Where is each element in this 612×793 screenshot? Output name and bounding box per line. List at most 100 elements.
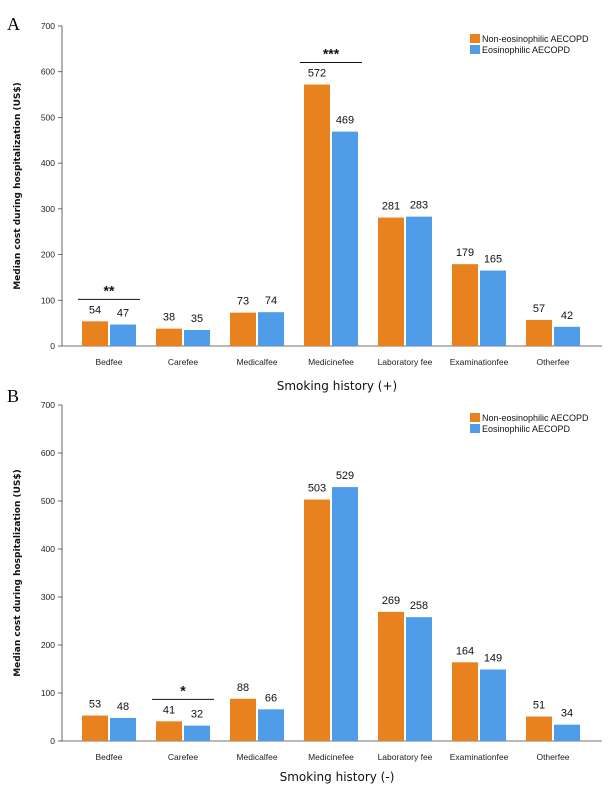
panel-b-category-label: Otherfee (536, 752, 569, 762)
panel-a-bar-eosinophilic (110, 324, 136, 346)
panel-a-bar-non_eosinophilic (452, 264, 478, 346)
panel-b-bar-eosinophilic (332, 487, 358, 741)
panel-a-bar-value-label: 74 (265, 295, 277, 307)
panel-a-bar-value-label: 57 (533, 303, 545, 315)
panel-b-y-tick-label: 300 (41, 592, 55, 602)
panel-a-bar-eosinophilic (184, 330, 210, 346)
panel-a-bar-value-label: 281 (382, 201, 400, 213)
panel-a-significance-label: *** (323, 46, 340, 62)
panel-b-legend-swatch-non_eosinophilic (470, 413, 480, 422)
panel-b-bar-value-label: 88 (237, 682, 249, 694)
panel-a-bar-value-label: 73 (237, 296, 249, 308)
panel-b-y-tick-label: 0 (50, 736, 55, 746)
panel-a-bar-value-label: 179 (456, 247, 474, 259)
panel-a-bar-value-label: 47 (117, 308, 129, 320)
panel-a-category-label: Examinationfee (450, 357, 509, 367)
panel-b-bar-non_eosinophilic (304, 499, 330, 741)
panel-a-y-tick-label: 500 (41, 112, 55, 122)
panel-a-bar-value-label: 38 (163, 312, 175, 324)
panel-a-category-label: Medicinefee (308, 357, 354, 367)
panel-b-category-label: Bedfee (96, 752, 123, 762)
panel-b-bar-non_eosinophilic (526, 716, 552, 741)
panel-b-y-tick-label: 600 (41, 448, 55, 458)
panel-a-y-tick-label: 300 (41, 204, 55, 214)
panel-a-category-label: Medicalfee (236, 357, 277, 367)
panel-b-y-tick-label: 400 (41, 544, 55, 554)
panel-a-bar-value-label: 283 (410, 200, 428, 212)
panel-a-bar-non_eosinophilic (230, 312, 256, 346)
panel-b-category-label: Medicinefee (308, 752, 354, 762)
panel-b-bar-non_eosinophilic (230, 698, 256, 741)
panel-b-bar-value-label: 34 (561, 708, 573, 720)
panel-a-letter: A (7, 14, 20, 34)
panel-a-legend-label: Non-eosinophilic AECOPD (482, 34, 589, 44)
panel-b-bar-value-label: 149 (484, 652, 502, 664)
panel-a-bar-value-label: 35 (191, 313, 203, 325)
panel-a-y-tick-label: 700 (41, 21, 55, 31)
panel-a-bar-non_eosinophilic (304, 84, 330, 346)
panel-b-bar-non_eosinophilic (82, 715, 108, 741)
panel-b-bar-non_eosinophilic (378, 611, 404, 741)
panel-b-y-tick-label: 500 (41, 496, 55, 506)
panel-b-legend-swatch-eosinophilic (470, 424, 480, 433)
panel-a-x-axis-title: Smoking history (+) (277, 379, 397, 393)
panel-b-bar-value-label: 41 (163, 704, 175, 716)
panel-b-bar-eosinophilic (258, 709, 284, 741)
panel-b-bar-non_eosinophilic (452, 662, 478, 741)
panel-b-bar-value-label: 164 (456, 645, 474, 657)
panel-b-y-axis-title: Median cost during hospitalization (US$) (13, 469, 23, 677)
panel-a-bar-non_eosinophilic (82, 321, 108, 346)
panel-a-legend-swatch-eosinophilic (470, 45, 480, 54)
panel-b-bar-value-label: 529 (336, 470, 354, 482)
panel-b-legend-label: Eosinophilic AECOPD (482, 424, 571, 434)
panel-a-bar-value-label: 165 (484, 254, 502, 266)
panel-a-bar-value-label: 42 (561, 310, 573, 322)
panel-a-category-label: Laboratory fee (378, 357, 433, 367)
panel-b-bar-eosinophilic (554, 724, 580, 741)
panel-a-category-label: Carefee (168, 357, 199, 367)
panel-b-y-tick-label: 700 (41, 400, 55, 410)
panel-b-significance-label: * (180, 682, 186, 698)
panel-b-bar-value-label: 258 (410, 600, 428, 612)
panel-a-y-tick-label: 400 (41, 158, 55, 168)
panel-a-y-tick-label: 0 (50, 341, 55, 351)
panel-a-y-axis-title: Median cost during hospitalization (US$) (13, 82, 23, 290)
panel-b-bar-non_eosinophilic (156, 721, 182, 741)
panel-a-bar-eosinophilic (332, 131, 358, 346)
panel-b-letter: B (7, 386, 19, 406)
panel-b-y-tick-label: 200 (41, 640, 55, 650)
panel-a-bar-non_eosinophilic (526, 319, 552, 346)
panel-a-bar-eosinophilic (406, 216, 432, 346)
panel-b-y-tick-label: 100 (41, 688, 55, 698)
panel-b-bar-value-label: 66 (265, 692, 277, 704)
panel-a-legend-label: Eosinophilic AECOPD (482, 45, 571, 55)
panel-b-legend-label: Non-eosinophilic AECOPD (482, 413, 589, 423)
panel-a-bar-eosinophilic (554, 326, 580, 346)
panel-b-bar-eosinophilic (406, 617, 432, 741)
panel-a-legend-swatch-non_eosinophilic (470, 34, 480, 43)
panel-a-bar-non_eosinophilic (378, 217, 404, 346)
panel-b-bar-value-label: 269 (382, 595, 400, 607)
panel-a-bar-eosinophilic (258, 312, 284, 346)
panel-b-category-label: Laboratory fee (378, 752, 433, 762)
panel-a-bar-value-label: 54 (89, 304, 101, 316)
panel-b-bar-value-label: 503 (308, 483, 326, 495)
panel-a-bar-non_eosinophilic (156, 328, 182, 346)
panel-b-bar-value-label: 51 (533, 700, 545, 712)
panel-b-category-label: Carefee (168, 752, 199, 762)
panel-a-bar-value-label: 469 (336, 115, 354, 127)
panel-a-y-tick-label: 100 (41, 295, 55, 305)
panel-b-bar-value-label: 32 (191, 709, 203, 721)
panel-a-y-tick-label: 200 (41, 250, 55, 260)
panel-a-category-label: Bedfee (96, 357, 123, 367)
panel-a-bar-value-label: 572 (308, 68, 326, 80)
panel-b-x-axis-title: Smoking history (-) (280, 770, 395, 784)
panel-b-bar-value-label: 53 (89, 699, 101, 711)
panel-b-bar-value-label: 48 (117, 701, 129, 713)
panel-b-bar-eosinophilic (480, 669, 506, 741)
panel-b-bar-eosinophilic (110, 717, 136, 741)
panel-a-significance-label: ** (104, 282, 115, 298)
panel-b-category-label: Examinationfee (450, 752, 509, 762)
panel-a-bar-eosinophilic (480, 270, 506, 346)
